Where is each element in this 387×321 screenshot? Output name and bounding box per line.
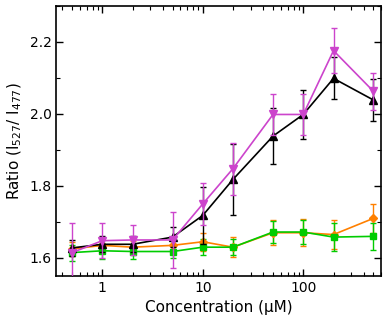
Y-axis label: Ratio (I$_{527}$/ I$_{477}$): Ratio (I$_{527}$/ I$_{477}$) (5, 82, 24, 200)
X-axis label: Concentration (μM): Concentration (μM) (145, 300, 293, 316)
